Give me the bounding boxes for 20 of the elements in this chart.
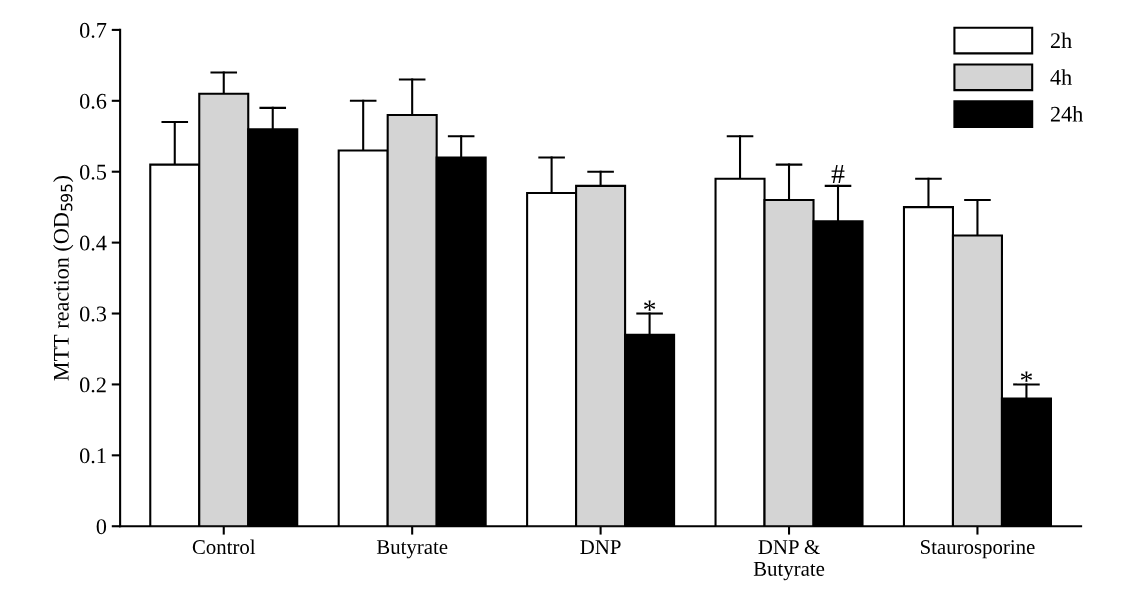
- annotation: *: [644, 300, 656, 311]
- y-tick-label: 0.1: [80, 448, 106, 464]
- y-tick-label: 0.5: [80, 164, 107, 180]
- x-tick-label: Staurosporine: [920, 540, 1035, 559]
- y-tick-label: 0.6: [80, 93, 107, 109]
- legend-label: 24h: [1050, 106, 1084, 122]
- x-tick-label: DNP: [580, 540, 621, 554]
- annotation: #: [831, 164, 845, 184]
- y-tick-label: 0.4: [80, 235, 107, 251]
- legend-label: 2h: [1050, 32, 1072, 48]
- x-tick-label: Butyrate: [376, 540, 448, 559]
- y-tick-label: 0.3: [80, 306, 107, 322]
- x-tick-label: Control: [192, 539, 256, 555]
- annotation: *: [1020, 371, 1033, 382]
- y-tick-label: 0.7: [80, 22, 107, 38]
- y-tick-label: 0.2: [80, 377, 106, 393]
- y-tick-label: 0: [96, 519, 107, 535]
- x-tick-label: DNP & Butyrate: [753, 540, 825, 581]
- legend-label: 4h: [1050, 69, 1072, 85]
- y-axis-title: MTT reaction (OD$_{595}$): [53, 176, 74, 381]
